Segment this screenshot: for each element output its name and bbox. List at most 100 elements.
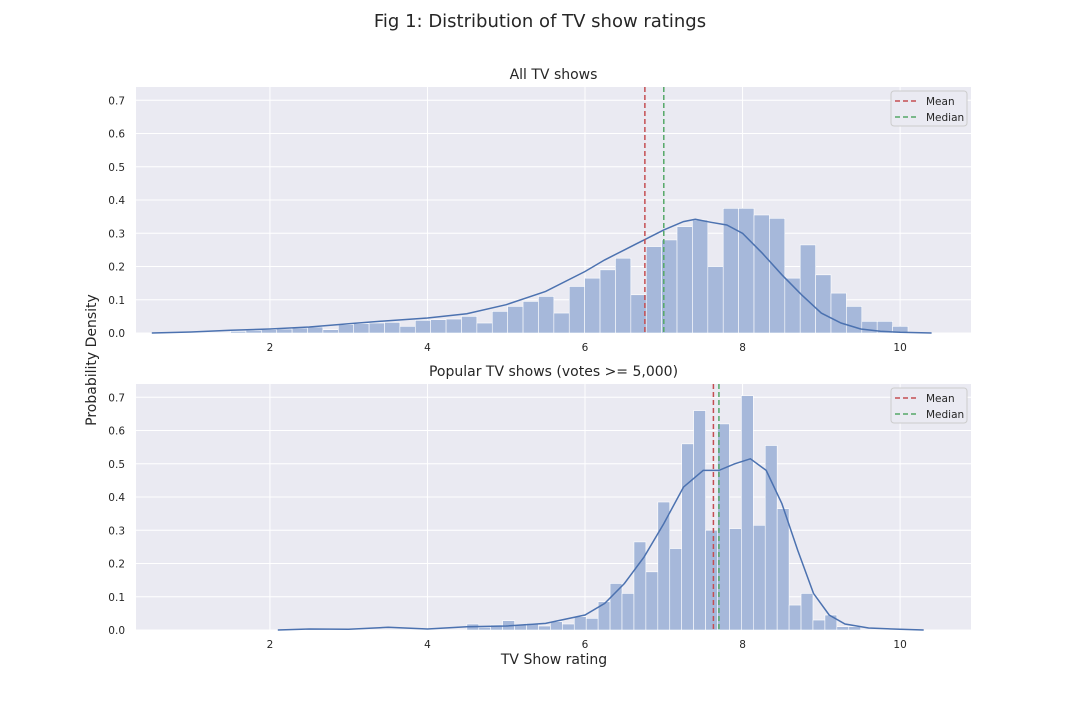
histogram-bar	[522, 301, 539, 334]
y-tick-label: 0.0	[108, 625, 125, 637]
histogram-bar	[491, 311, 508, 334]
y-tick-label: 0.4	[108, 492, 125, 504]
y-tick-label: 0.6	[108, 129, 125, 141]
histogram-bar	[573, 616, 587, 631]
histogram-bar	[621, 593, 635, 631]
histogram-bar	[815, 274, 832, 334]
x-tick-label: 8	[739, 342, 746, 354]
y-tick-label: 0.1	[108, 592, 125, 604]
histogram-bar	[599, 269, 616, 334]
histogram-bar	[705, 529, 718, 631]
histogram-bar	[230, 331, 247, 334]
histogram-bar	[568, 286, 585, 334]
panel-popular-shows: 2 4 6 8 10 0.0 0.1 0.2 0.3 0.4 0.5 0.6 0.7 Popular TV…	[108, 364, 971, 651]
histogram-bar	[692, 219, 709, 334]
y-tick-label: 0.7	[108, 95, 125, 107]
histogram-bar	[245, 330, 262, 334]
x-tick-label: 6	[582, 342, 589, 354]
histogram-bar	[752, 524, 766, 631]
histogram-bar	[707, 266, 724, 334]
histogram-bar	[261, 329, 278, 334]
histogram-bar	[753, 214, 770, 334]
histogram-bar	[538, 625, 551, 631]
histogram-bar	[368, 322, 385, 334]
histogram-bar	[476, 322, 493, 334]
y-tick-label: 0.6	[108, 426, 125, 438]
histogram-bar	[836, 626, 850, 631]
x-tick-label: 2	[267, 342, 274, 354]
histogram-bar	[848, 626, 862, 631]
x-tick-label: 10	[893, 639, 906, 651]
histogram-bar	[553, 312, 570, 334]
histogram-bar	[800, 593, 814, 631]
y-axis-label: Probability Density	[84, 294, 100, 426]
histogram-bar	[717, 423, 730, 631]
y-tick-label: 0.0	[108, 328, 125, 340]
histogram-bar	[461, 316, 478, 334]
histogram-bar	[538, 296, 555, 334]
legend-label: Mean	[926, 393, 955, 405]
histogram-bar	[615, 257, 632, 334]
y-tick-label: 0.7	[108, 392, 125, 404]
y-tick-label: 0.2	[108, 262, 125, 274]
histogram-bar	[776, 508, 790, 631]
plot-background	[136, 384, 971, 630]
histogram-bar	[799, 244, 816, 334]
histogram-bar	[562, 623, 575, 631]
histogram-bar	[769, 218, 786, 334]
histogram-bar	[478, 627, 492, 631]
histogram-bar	[830, 292, 847, 334]
subplot-title: All TV shows	[510, 67, 598, 83]
histogram-bar	[669, 548, 682, 631]
histogram-bar	[729, 528, 742, 631]
y-tick-label: 0.2	[108, 559, 125, 571]
kde-curve	[277, 457, 924, 631]
x-tick-label: 10	[893, 342, 906, 354]
histogram-bar	[645, 246, 662, 334]
histogram-bar	[276, 328, 293, 334]
histogram-bar	[322, 329, 339, 334]
legend-box	[890, 387, 968, 424]
histogram-bar	[676, 226, 693, 334]
histogram-bar	[307, 326, 324, 334]
histogram-bar	[585, 618, 599, 631]
histogram-bar	[507, 306, 524, 334]
histogram-bar	[741, 395, 754, 631]
histogram-bar	[445, 318, 462, 334]
histogram-bar	[657, 501, 671, 631]
legend: Mean Median	[890, 387, 968, 424]
panel-all-shows: 2 4 6 8 10 0.0 0.1 0.2 0.3 0.4 0.5 0.6 0.7 All TV sho…	[108, 67, 971, 354]
histogram-bar	[384, 322, 401, 334]
y-tick-label: 0.1	[108, 295, 125, 307]
histogram-bar	[788, 604, 802, 631]
histogram-bar	[738, 208, 755, 334]
histogram-bar	[430, 319, 447, 334]
histogram-bar	[824, 614, 838, 631]
x-tick-label: 6	[582, 639, 589, 651]
histogram-bar	[645, 571, 659, 631]
x-tick-label: 4	[424, 342, 431, 354]
x-axis-label: TV Show rating	[500, 652, 607, 668]
legend-label: Median	[926, 112, 964, 124]
legend: Mean Median	[890, 90, 968, 127]
y-tick-label: 0.5	[108, 459, 125, 471]
histogram-bar	[550, 621, 563, 631]
y-tick-label: 0.3	[108, 525, 125, 537]
histogram-bar	[812, 619, 826, 631]
histogram-bar	[609, 583, 623, 631]
plot-background	[136, 87, 971, 333]
histogram-bar	[681, 443, 694, 631]
histogram-bar	[338, 324, 355, 334]
histogram-bar	[693, 410, 706, 631]
x-tick-label: 8	[739, 639, 746, 651]
subplot-title: Popular TV shows (votes >= 5,000)	[429, 364, 678, 380]
kde-curve	[151, 218, 932, 334]
histogram-bar	[399, 326, 416, 334]
x-tick-label: 2	[267, 639, 274, 651]
histogram-bar	[584, 277, 601, 334]
histogram-bar	[291, 327, 308, 334]
legend-box	[890, 90, 968, 127]
histogram-bar	[414, 320, 431, 334]
figure-title: Fig 1: Distribution of TV show ratings	[374, 11, 706, 32]
